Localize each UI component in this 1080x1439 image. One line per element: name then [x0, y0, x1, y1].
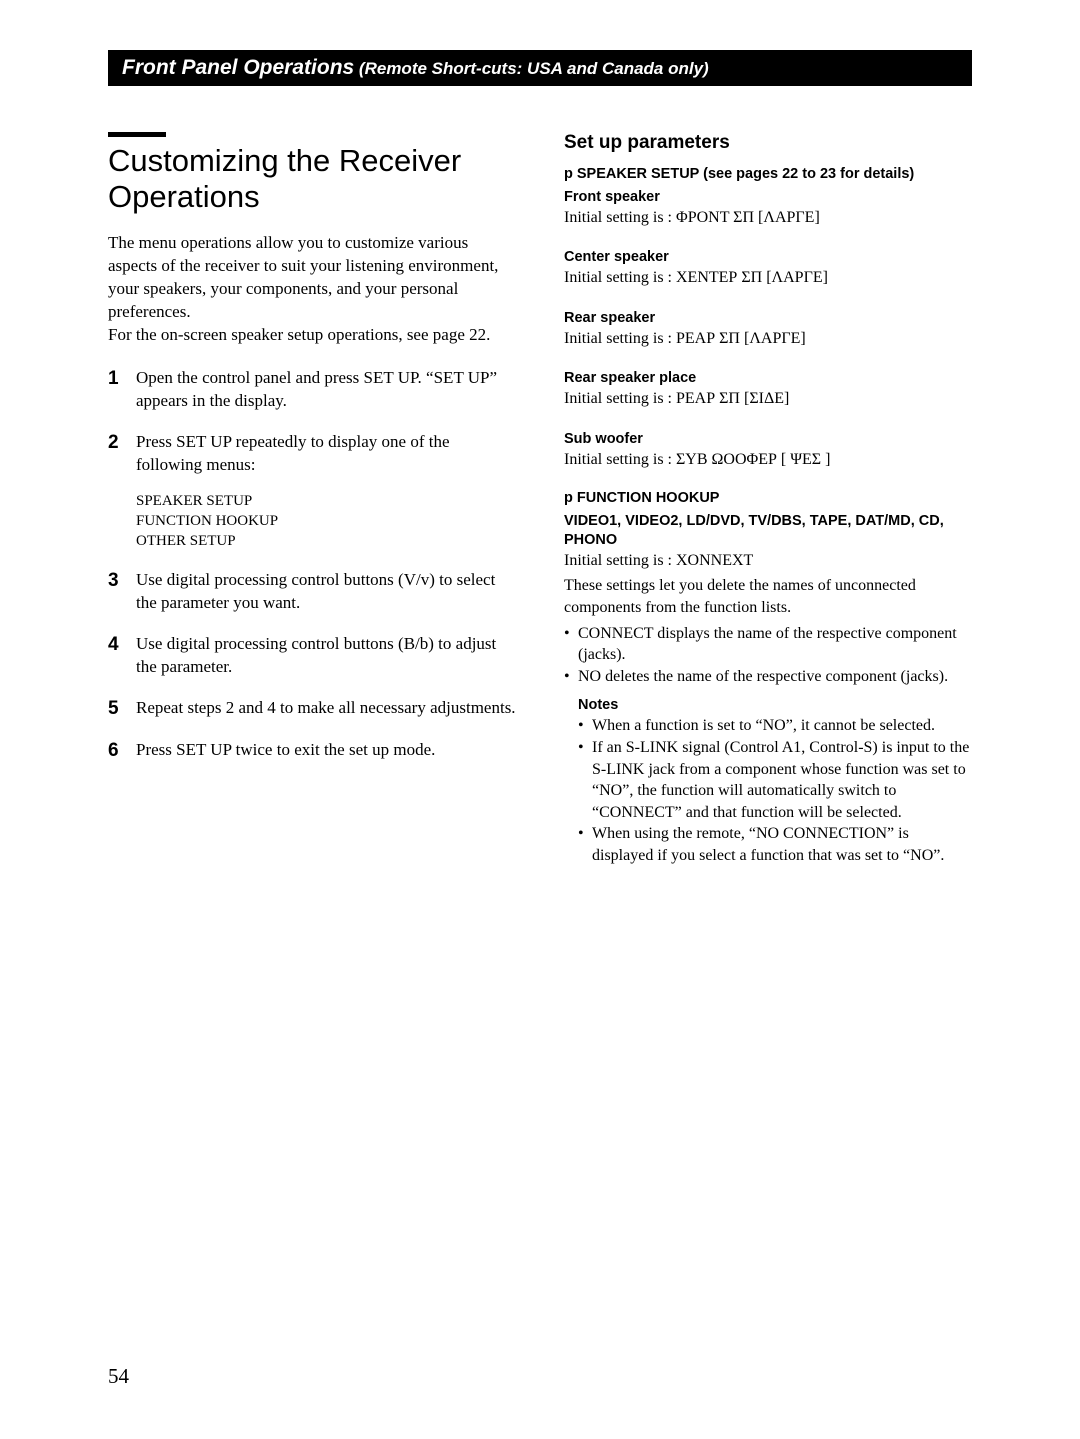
step-item: 3 Use digital processing control buttons…	[108, 569, 516, 615]
param-block: Front speaker Initial setting is : ΦΡΟΝΤ…	[564, 188, 972, 228]
param-head: Rear speaker	[564, 309, 972, 328]
bullet-item: NO deletes the name of the respective co…	[564, 666, 972, 688]
param-head: Front speaker	[564, 188, 972, 207]
step-item: 6 Press SET UP twice to exit the set up …	[108, 739, 516, 763]
function-initial: Initial setting is : ΧΟΝΝΕΧΤ	[564, 550, 972, 572]
step-body: Open the control panel and press SET UP.…	[136, 367, 516, 413]
function-hookup-label: p FUNCTION HOOKUP	[564, 490, 972, 506]
page-number: 54	[108, 1364, 129, 1389]
step-body: Use digital processing control buttons (…	[136, 633, 516, 679]
step-number: 3	[108, 569, 136, 615]
step-body: Press SET UP repeatedly to display one o…	[136, 431, 516, 552]
note-item: When a function is set to “NO”, it canno…	[564, 715, 972, 737]
param-head: Rear speaker place	[564, 369, 972, 388]
function-head: VIDEO1, VIDEO2, LD/DVD, TV/DBS, TAPE, DA…	[564, 512, 972, 550]
title-rule	[108, 132, 166, 137]
step-body: Press SET UP twice to exit the set up mo…	[136, 739, 435, 763]
param-value: Initial setting is : ΡΕΑΡ ΣΠ [ΣΙΔΕ]	[564, 388, 972, 410]
param-value: Initial setting is : ΧΕΝΤΕΡ ΣΠ [ΛΑΡΓΕ]	[564, 267, 972, 289]
note-item: If an S-LINK signal (Control A1, Control…	[564, 737, 972, 823]
param-block: Rear speaker Initial setting is : ΡΕΑΡ Σ…	[564, 309, 972, 349]
step-number: 2	[108, 431, 136, 552]
notes-list: When a function is set to “NO”, it canno…	[564, 715, 972, 866]
step-sublist: SPEAKER SETUP FUNCTION HOOKUP OTHER SETU…	[136, 491, 516, 552]
parameters-title: Set up parameters	[564, 132, 972, 154]
param-head: Sub woofer	[564, 430, 972, 449]
param-block: Center speaker Initial setting is : ΧΕΝΤ…	[564, 248, 972, 288]
header-main: Front Panel Operations	[122, 56, 354, 79]
step-item: 4 Use digital processing control buttons…	[108, 633, 516, 679]
page: Front Panel Operations (Remote Short-cut…	[0, 0, 1080, 907]
param-block: Sub woofer Initial setting is : ΣΥΒ ΩΟΟΦ…	[564, 430, 972, 470]
step-body: Use digital processing control buttons (…	[136, 569, 516, 615]
function-block: VIDEO1, VIDEO2, LD/DVD, TV/DBS, TAPE, DA…	[564, 512, 972, 571]
step-number: 5	[108, 697, 136, 721]
menu-option: FUNCTION HOOKUP	[136, 511, 516, 531]
menu-option: SPEAKER SETUP	[136, 491, 516, 511]
speaker-setup-label: p SPEAKER SETUP (see pages 22 to 23 for …	[564, 166, 972, 182]
note-item: When using the remote, “NO CONNECTION” i…	[564, 823, 972, 866]
main-title: Customizing the Receiver Operations	[108, 143, 516, 214]
intro-text-a: The menu operations allow you to customi…	[108, 233, 498, 321]
header-sub: (Remote Short-cuts: USA and Canada only)	[354, 59, 709, 78]
bullet-item: CONNECT displays the name of the respect…	[564, 623, 972, 666]
step-body: Repeat steps 2 and 4 to make all necessa…	[136, 697, 516, 721]
step-item: 2 Press SET UP repeatedly to display one…	[108, 431, 516, 552]
step-item: 1 Open the control panel and press SET U…	[108, 367, 516, 413]
step-text: Press SET UP repeatedly to display one o…	[136, 432, 450, 474]
step-number: 4	[108, 633, 136, 679]
param-value: Initial setting is : ΣΥΒ ΩΟΟΦΕΡ [ ΨΕΣ ]	[564, 449, 972, 471]
step-item: 5 Repeat steps 2 and 4 to make all neces…	[108, 697, 516, 721]
param-block: Rear speaker place Initial setting is : …	[564, 369, 972, 409]
function-desc: These settings let you delete the names …	[564, 575, 972, 618]
left-column: Customizing the Receiver Operations The …	[108, 132, 516, 867]
steps-list: 1 Open the control panel and press SET U…	[108, 367, 516, 763]
param-head: Center speaker	[564, 248, 972, 267]
menu-option: OTHER SETUP	[136, 531, 516, 551]
step-number: 6	[108, 739, 136, 763]
param-value: Initial setting is : ΡΕΑΡ ΣΠ [ΛΑΡΓΕ]	[564, 328, 972, 350]
intro-text-b: For the on-screen speaker setup operatio…	[108, 325, 490, 344]
notes-head: Notes	[578, 697, 972, 713]
function-bullets: CONNECT displays the name of the respect…	[564, 623, 972, 688]
content-columns: Customizing the Receiver Operations The …	[108, 132, 972, 867]
param-value: Initial setting is : ΦΡΟΝΤ ΣΠ [ΛΑΡΓΕ]	[564, 207, 972, 229]
section-header: Front Panel Operations (Remote Short-cut…	[108, 50, 972, 86]
intro-paragraph: The menu operations allow you to customi…	[108, 232, 516, 347]
step-number: 1	[108, 367, 136, 413]
right-column: Set up parameters p SPEAKER SETUP (see p…	[564, 132, 972, 867]
